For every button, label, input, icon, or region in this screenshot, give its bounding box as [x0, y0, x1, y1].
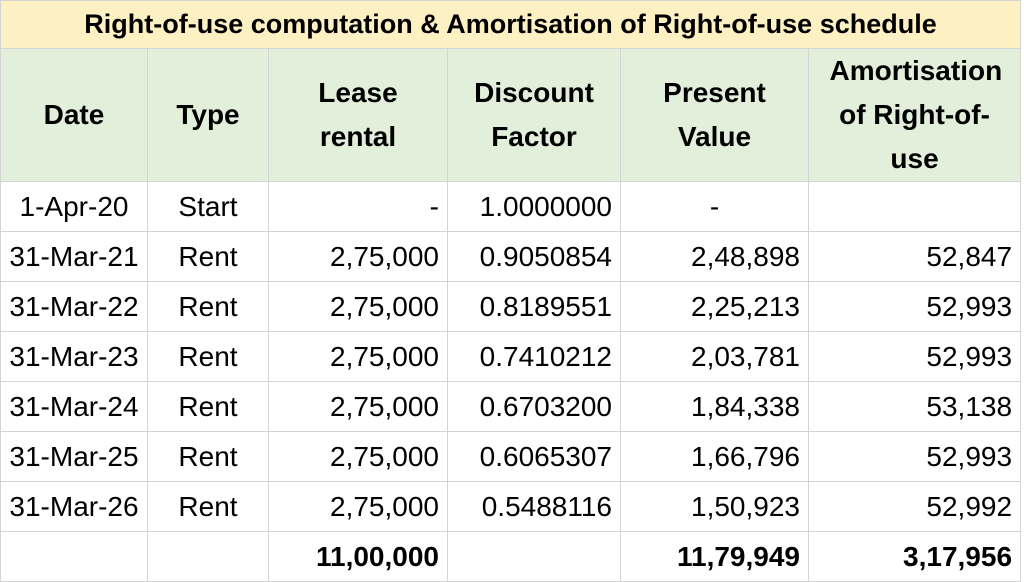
cell: 1-Apr-20 — [0, 181, 148, 232]
cell: 0.5488116 — [447, 481, 621, 532]
total-present-value: 11,79,949 — [620, 531, 809, 582]
cell: 2,25,213 — [620, 281, 809, 332]
cell: 52,993 — [807, 281, 1022, 332]
cell: 0.9050854 — [447, 231, 621, 282]
column-header: Date — [0, 48, 148, 182]
cell — [807, 181, 1022, 232]
cell — [447, 531, 621, 582]
cell: - — [620, 181, 809, 232]
header-text: Amortisation of Right-of-use — [829, 55, 1003, 174]
cell: 52,993 — [807, 431, 1022, 482]
data-row: 31-Mar-25 Rent 2,75,000 0.6065307 1,66,796 52… — [0, 431, 1022, 482]
cell: 2,75,000 — [268, 331, 448, 382]
totals-row: 11,00,000 11,79,949 3,17,956 — [0, 531, 1022, 582]
cell: 31-Mar-22 — [0, 281, 148, 332]
cell: 2,75,000 — [268, 281, 448, 332]
cell: 1,50,923 — [620, 481, 809, 532]
data-row: 31-Mar-26 Rent 2,75,000 0.5488116 1,50,923 52… — [0, 481, 1022, 532]
cell: Rent — [147, 431, 269, 482]
column-header: Type — [147, 48, 269, 182]
cell: Rent — [147, 281, 269, 332]
cell: 2,75,000 — [268, 431, 448, 482]
cell: 31-Mar-21 — [0, 231, 148, 282]
cell: 1,66,796 — [620, 431, 809, 482]
column-header: Lease rental — [268, 48, 448, 182]
cell: 1.0000000 — [447, 181, 621, 232]
cell: Rent — [147, 331, 269, 382]
cell: 52,847 — [807, 231, 1022, 282]
column-header: Present Value — [620, 48, 809, 182]
data-row: 31-Mar-24 Rent 2,75,000 0.6703200 1,84,338 53… — [0, 381, 1022, 432]
header-text: Type — [176, 99, 240, 130]
cell: 2,03,781 — [620, 331, 809, 382]
cell: 0.8189551 — [447, 281, 621, 332]
cell: Rent — [147, 231, 269, 282]
total-amortisation: 3,17,956 — [807, 531, 1022, 582]
header-text: Date — [43, 99, 105, 130]
cell: 31-Mar-25 — [0, 431, 148, 482]
cell: 2,75,000 — [268, 481, 448, 532]
cell: 0.7410212 — [447, 331, 621, 382]
cell: 31-Mar-23 — [0, 331, 148, 382]
data-row: 31-Mar-21 Rent 2,75,000 0.9050854 2,48,898 52… — [0, 231, 1022, 282]
header-text: Discount Factor — [474, 77, 594, 152]
cell: Rent — [147, 481, 269, 532]
cell — [147, 531, 269, 582]
cell: 1,84,338 — [620, 381, 809, 432]
cell: 53,138 — [807, 381, 1022, 432]
header-text: Present Value — [663, 77, 766, 152]
header-row: Date Type Lease rental Discount Factor Prese… — [0, 48, 1022, 182]
column-header: Discount Factor — [447, 48, 621, 182]
cell: 0.6065307 — [447, 431, 621, 482]
cell: 0.6703200 — [447, 381, 621, 432]
cell: 52,993 — [807, 331, 1022, 382]
cell — [0, 531, 148, 582]
cell: Rent — [147, 381, 269, 432]
data-row: 31-Mar-23 Rent 2,75,000 0.7410212 2,03,781 52… — [0, 331, 1022, 382]
cell: - — [268, 181, 448, 232]
cell: 2,75,000 — [268, 381, 448, 432]
cell: 31-Mar-26 — [0, 481, 148, 532]
cell: 52,992 — [807, 481, 1022, 532]
data-row: 31-Mar-22 Rent 2,75,000 0.8189551 2,25,213 52… — [0, 281, 1022, 332]
table-title: Right-of-use computation & Amortisation … — [0, 0, 1022, 49]
cell: 2,75,000 — [268, 231, 448, 282]
header-text: Lease rental — [318, 77, 398, 152]
data-row: 1-Apr-20 Start -1.0000000- — [0, 181, 1022, 232]
cell: 31-Mar-24 — [0, 381, 148, 432]
column-header: Amortisation of Right-of-use — [807, 48, 1022, 182]
cell: 2,48,898 — [620, 231, 809, 282]
total-lease-rental: 11,00,000 — [268, 531, 448, 582]
cell: Start — [147, 181, 269, 232]
